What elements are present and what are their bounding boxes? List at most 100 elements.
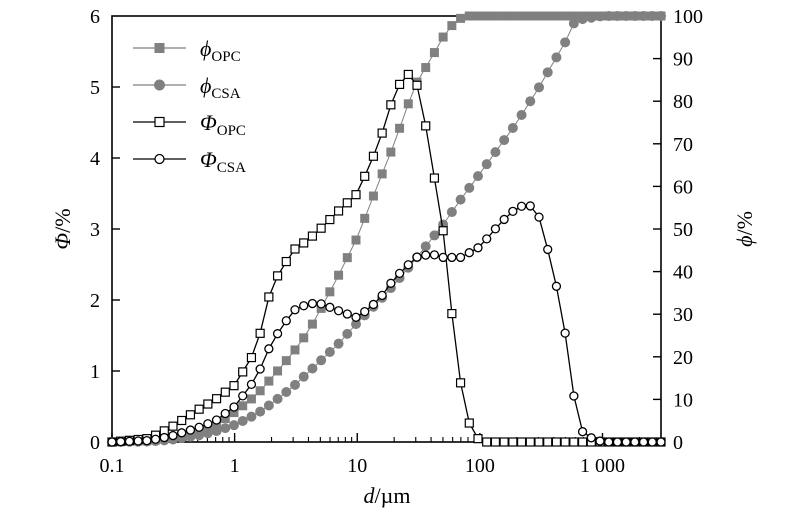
y-left-tick-label: 2: [90, 290, 100, 312]
data-point-Phi_csa: [368, 299, 379, 310]
data-point-phi_opc: [307, 319, 317, 329]
data-point-Phi_opc: [368, 151, 379, 161]
data-point-Phi_opc: [272, 271, 283, 281]
data-point-Phi_opc: [281, 256, 291, 267]
data-point-phi_opc: [482, 11, 492, 21]
data-point-Phi_opc: [246, 352, 257, 363]
data-point-Phi_csa: [229, 402, 239, 412]
data-point-Phi_csa: [203, 419, 213, 429]
data-point-phi_csa: [307, 363, 318, 374]
data-point-Phi_csa: [604, 437, 614, 447]
data-point-Phi_csa: [464, 248, 474, 258]
data-point-phi_opc: [473, 11, 483, 21]
data-point-Phi_opc: [351, 190, 361, 200]
data-point-Phi_opc: [290, 244, 300, 254]
data-point-Phi_csa: [403, 260, 413, 270]
data-point-Phi_opc: [168, 421, 178, 431]
data-point-phi_opc: [464, 11, 474, 21]
series-phi_csa: [107, 11, 666, 447]
data-point-Phi_opc: [220, 387, 230, 397]
y-left-tick-label: 5: [90, 77, 100, 99]
data-point-Phi_csa: [595, 436, 605, 446]
data-point-phi_opc: [456, 13, 466, 23]
data-point-Phi_csa: [551, 281, 562, 291]
y-left-tick-label: 4: [90, 148, 100, 170]
data-point-phi_opc: [273, 366, 283, 376]
data-point-phi_csa: [603, 11, 614, 21]
data-point-phi_csa: [429, 230, 440, 241]
data-point-Phi_opc: [403, 69, 413, 80]
y-right-tick-label: 10: [673, 389, 693, 411]
data-point-phi_csa: [316, 355, 327, 366]
data-point-Phi_csa: [342, 309, 352, 319]
data-point-Phi_opc: [377, 128, 387, 138]
data-point-Phi_csa: [534, 212, 544, 222]
data-point-phi_csa: [534, 82, 544, 93]
data-point-phi_csa: [246, 411, 257, 422]
data-point-Phi_opc: [203, 399, 213, 409]
data-point-Phi_csa: [177, 428, 187, 438]
y-right-tick-label: 60: [673, 176, 693, 198]
data-point-Phi_opc: [508, 437, 518, 447]
data-point-Phi_csa: [116, 437, 126, 447]
data-point-phi_csa: [499, 135, 510, 146]
data-point-phi_opc: [238, 401, 248, 411]
data-point-phi_opc: [395, 123, 405, 133]
y-axis-right-label: ϕ/%: [732, 211, 757, 247]
data-point-Phi_csa: [656, 437, 666, 447]
data-point-Phi_opc: [307, 231, 318, 241]
data-point-Phi_opc: [429, 173, 440, 183]
data-point-phi_csa: [211, 426, 222, 437]
y-left-tick-label: 6: [90, 6, 100, 28]
data-point-phi_opc: [560, 11, 570, 21]
data-point-Phi_opc: [316, 223, 326, 233]
data-point-Phi_opc: [412, 80, 422, 90]
y-left-tick-label: 1: [90, 361, 100, 383]
data-point-Phi_opc: [238, 367, 248, 377]
data-point-phi_opc: [377, 169, 387, 179]
data-point-Phi_csa: [299, 301, 309, 311]
y-right-tick-label: 90: [673, 49, 693, 71]
data-point-phi_opc: [517, 11, 527, 21]
data-point-phi_csa: [464, 182, 475, 193]
data-point-Phi_opc: [194, 404, 204, 414]
data-point-Phi_csa: [194, 422, 204, 432]
y-right-tick-label: 40: [673, 262, 693, 284]
ticks-layer: 0.1 1 10 100 1 00001234560102030405060708090…: [90, 6, 703, 477]
x-tick-label: 1: [230, 455, 240, 477]
data-point-Phi_opc: [299, 238, 309, 248]
data-point-phi_opc: [386, 147, 396, 157]
data-point-Phi_opc: [325, 214, 335, 225]
data-point-phi_csa: [290, 379, 300, 390]
data-point-Phi_csa: [142, 436, 152, 446]
x-tick-label: 1 000: [580, 455, 625, 477]
data-point-Phi_opc: [473, 434, 483, 444]
data-point-phi_csa: [263, 400, 274, 411]
data-point-Phi_opc: [394, 79, 405, 90]
data-point-Phi_opc: [342, 198, 352, 208]
data-point-phi_csa: [455, 194, 466, 205]
data-point-Phi_opc: [229, 381, 239, 391]
data-point-phi_csa: [324, 347, 335, 358]
data-point-Phi_csa: [272, 329, 283, 339]
data-point-Phi_csa: [290, 305, 300, 315]
data-point-phi_opc: [551, 11, 561, 21]
data-point-phi_csa: [516, 109, 527, 120]
y-right-tick-label: 50: [673, 219, 693, 241]
data-point-Phi_csa: [473, 243, 483, 253]
data-point-Phi_csa: [421, 250, 431, 260]
data-point-phi_opc: [508, 11, 518, 21]
data-point-phi_csa: [281, 387, 292, 398]
data-point-Phi_csa: [412, 252, 422, 262]
data-point-phi_csa: [229, 420, 239, 431]
x-tick-label: 100: [465, 455, 495, 477]
data-point-Phi_opc: [438, 226, 448, 236]
y-axis-left-label: Φ/%: [50, 208, 75, 249]
data-point-phi_csa: [473, 171, 483, 182]
data-point-Phi_csa: [211, 415, 222, 425]
data-point-Phi_csa: [543, 244, 553, 255]
data-point-phi_csa: [255, 406, 266, 417]
data-point-Phi_csa: [560, 328, 570, 338]
data-point-Phi_opc: [499, 437, 509, 447]
